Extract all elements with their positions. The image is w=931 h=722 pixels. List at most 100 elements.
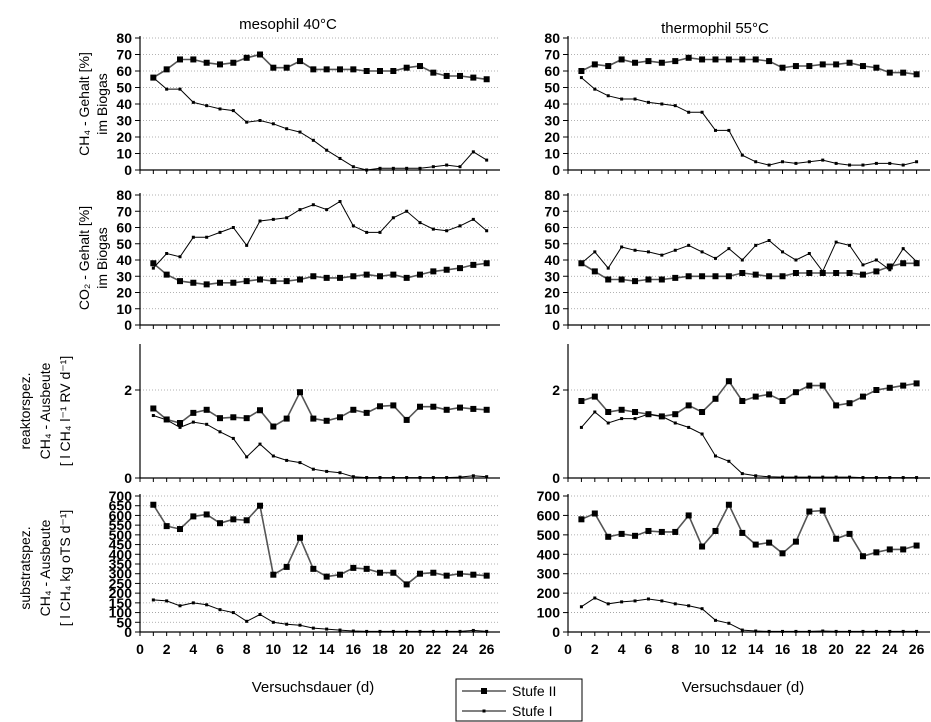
series-stufe-ii-point xyxy=(217,61,223,68)
ylabel-line: reaktorspez. xyxy=(17,372,33,449)
series-stufe-ii-point xyxy=(483,260,490,267)
x-tick-label: 16 xyxy=(775,641,791,657)
y-tick-label: 600 xyxy=(109,507,133,523)
series-stufe-ii-point xyxy=(323,417,330,424)
legend-stufe-ii-marker xyxy=(481,688,487,694)
x-tick-label: 20 xyxy=(399,641,415,657)
series-stufe-i-point xyxy=(794,161,798,165)
y-tick-label: 0 xyxy=(124,162,132,178)
series-stufe-i-point xyxy=(807,629,811,633)
series-stufe-ii-point xyxy=(163,523,170,530)
ylabel-line: CH₄ - Ausbeute xyxy=(37,519,53,616)
series-stufe-ii-point xyxy=(725,56,732,63)
series-stufe-ii-point xyxy=(913,71,920,78)
x-tick-label: 24 xyxy=(882,641,898,657)
series-stufe-i-point xyxy=(351,629,355,633)
series-stufe-i-point xyxy=(311,467,315,471)
series-stufe-i-point xyxy=(365,168,369,172)
y-tick-label: 500 xyxy=(537,527,561,543)
series-stufe-i-point xyxy=(191,420,195,424)
y-tick-label: 600 xyxy=(537,507,561,523)
series-stufe-i-point xyxy=(888,268,892,272)
series-stufe-ii-point xyxy=(430,569,437,576)
series-stufe-i-point xyxy=(861,476,865,480)
series-stufe-i-point xyxy=(271,620,275,624)
y-tick-label: 40 xyxy=(116,96,132,112)
series-stufe-ii-point xyxy=(270,423,277,430)
series-stufe-ii-point xyxy=(150,501,157,508)
series-stufe-i-point xyxy=(418,166,422,170)
series-stufe-i-point xyxy=(178,425,182,429)
series-stufe-ii-point xyxy=(833,270,840,276)
series-stufe-i-point xyxy=(620,417,624,421)
series-stufe-i-point xyxy=(579,425,583,429)
series-stufe-ii-point xyxy=(430,69,437,76)
x-tick-label: 4 xyxy=(189,641,197,657)
series-stufe-i-point xyxy=(700,432,704,436)
panel-ausbeute-reaktorspez-mesophil: 02 xyxy=(124,344,500,486)
series-stufe-i-point xyxy=(485,475,489,479)
y-tick-label: 50 xyxy=(544,236,560,252)
series-stufe-ii-point xyxy=(739,56,746,63)
series-stufe-ii-point xyxy=(310,415,317,422)
series-stufe-ii-point xyxy=(833,535,840,542)
series-stufe-i-point xyxy=(325,469,329,473)
series-stufe-i-point xyxy=(285,622,289,626)
series-stufe-ii-point xyxy=(403,581,410,588)
series-stufe-i-point xyxy=(740,472,744,476)
series-stufe-ii-point xyxy=(578,516,585,523)
series-stufe-ii-point xyxy=(766,273,773,280)
y-tick-label: 300 xyxy=(109,566,133,582)
series-stufe-i-point xyxy=(405,209,409,213)
series-stufe-i-point xyxy=(767,239,771,242)
series-stufe-i-point xyxy=(245,243,249,247)
series-stufe-i-point xyxy=(633,417,637,421)
series-stufe-i-point xyxy=(151,76,155,80)
series-stufe-ii-point xyxy=(859,271,866,278)
ylabel-line: [ l CH₄ kg oTS d⁻¹] xyxy=(57,510,73,627)
series-stufe-ii-point xyxy=(846,270,853,276)
x-tick-label: 2 xyxy=(163,641,171,657)
y-tick-label: 200 xyxy=(109,585,133,601)
series-stufe-ii-line xyxy=(152,262,487,286)
row-ylabel-substratspez: substratspez. CH₄ - Ausbeute [ l CH₄ kg … xyxy=(17,510,73,627)
series-stufe-i-point xyxy=(338,471,342,475)
series-stufe-i-point xyxy=(471,150,475,154)
series-stufe-i-point xyxy=(767,629,771,633)
series-stufe-ii-point xyxy=(323,573,330,580)
series-stufe-ii-point xyxy=(430,403,437,410)
series-stufe-ii-point xyxy=(363,68,370,74)
series-stufe-ii-point xyxy=(377,273,383,280)
legend-stufe-i-marker xyxy=(482,709,486,713)
series-stufe-i-point xyxy=(391,166,395,170)
series-stufe-ii-point xyxy=(150,405,157,412)
series-stufe-i-point xyxy=(378,166,382,170)
row-ylabel-reaktorspez: reaktorspez. CH₄ - Ausbeute [ l CH₄ l⁻¹ … xyxy=(17,356,73,466)
series-stufe-i-point xyxy=(646,100,650,104)
series-stufe-ii-point xyxy=(283,64,290,71)
series-stufe-i-point xyxy=(848,243,852,247)
series-stufe-ii-point xyxy=(470,571,477,578)
series-stufe-ii-point xyxy=(618,530,625,537)
legend-stufe-i-label: Stufe I xyxy=(512,703,552,719)
y-tick-label: 10 xyxy=(544,146,560,162)
series-stufe-i-point xyxy=(901,163,905,167)
series-stufe-i-line xyxy=(581,411,917,479)
series-stufe-i-point xyxy=(754,243,758,247)
y-tick-label: 700 xyxy=(537,488,561,504)
series-stufe-i-point xyxy=(874,258,878,262)
series-stufe-i-point xyxy=(687,425,691,429)
series-stufe-i-point xyxy=(458,629,462,633)
series-stufe-i-point xyxy=(874,161,878,165)
series-stufe-ii-line xyxy=(580,262,917,282)
series-stufe-i-point xyxy=(807,252,811,255)
series-stufe-i-point xyxy=(767,475,771,479)
series-stufe-ii-point xyxy=(323,66,330,73)
series-stufe-i-point xyxy=(471,474,475,478)
y-tick-label: 0 xyxy=(552,317,560,333)
series-stufe-i-point xyxy=(231,611,235,615)
series-stufe-i-point xyxy=(445,163,449,167)
series-stufe-ii-point xyxy=(230,59,237,66)
x-tick-label: 18 xyxy=(802,641,818,657)
series-stufe-ii-point xyxy=(243,278,250,285)
